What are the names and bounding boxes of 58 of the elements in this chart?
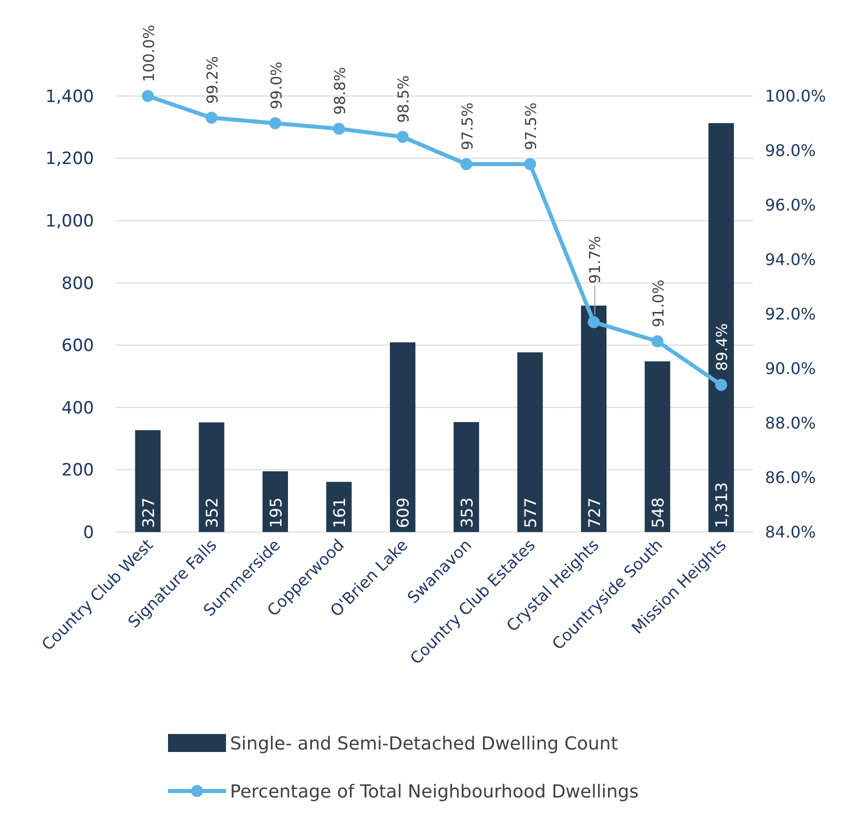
point [460,158,472,170]
point [524,158,536,170]
data-label: 99.0% [267,62,286,110]
y-tick-label: 600 [62,336,94,356]
data-label: 98.5% [394,75,413,123]
bar [454,422,480,532]
y2-tick-label: 100.0% [765,86,826,106]
bar [135,430,161,532]
y-tick-label: 0 [83,522,94,543]
y2-tick-label: 88.0% [765,414,816,433]
data-label: 97.5% [522,102,540,150]
data-label: 161 [330,497,349,528]
y2-tick-label: 92.0% [765,304,816,324]
bar [644,361,670,532]
point [588,316,600,328]
data-label: 353 [457,497,476,528]
y-tick-label: 1,000 [45,212,94,232]
y2-tick-label: 86.0% [765,468,816,488]
y-tick-label: 1,400 [45,86,94,107]
y2-tick-label: 90.0% [765,359,816,378]
point [142,90,154,102]
y2-tick-label: 94.0% [765,250,816,270]
data-label: 100.0% [140,24,158,82]
point [269,117,282,130]
bar [517,352,543,532]
data-label: 577 [521,497,540,528]
legend-label: Single- and Semi-Detached Dwelling Count [230,733,618,754]
bar [198,422,224,532]
data-label: 1,313 [712,482,732,528]
point [396,130,409,143]
legend-label: Percentage of Total Neighbourhood Dwellings [230,781,639,802]
y-tick-label: 800 [62,274,94,294]
point [332,122,345,135]
y2-tick-label: 84.0% [765,522,816,542]
point [651,335,664,348]
data-label: 548 [648,497,668,528]
data-label: 727 [584,497,604,528]
data-label: 609 [394,497,413,528]
data-label: 98.8% [330,67,349,115]
y2-tick-label: 96.0% [765,196,816,215]
bar [708,123,734,532]
y-tick-label: 1,200 [45,149,94,170]
data-label: 91.7% [586,236,604,284]
data-label: 352 [202,497,222,528]
data-label: 97.5% [458,102,476,150]
data-label: 99.2% [204,56,222,104]
y2-tick-label: 98.0% [765,141,816,160]
bar [581,306,606,532]
data-label: 89.4% [713,323,732,371]
data-label: 91.0% [649,280,668,328]
data-label: 327 [138,497,158,528]
data-label: 195 [266,497,286,528]
bar [262,471,288,532]
y-tick-label: 400 [62,398,94,418]
point [715,378,728,391]
y-tick-label: 200 [62,460,94,481]
point [206,112,218,124]
bar [390,342,416,532]
